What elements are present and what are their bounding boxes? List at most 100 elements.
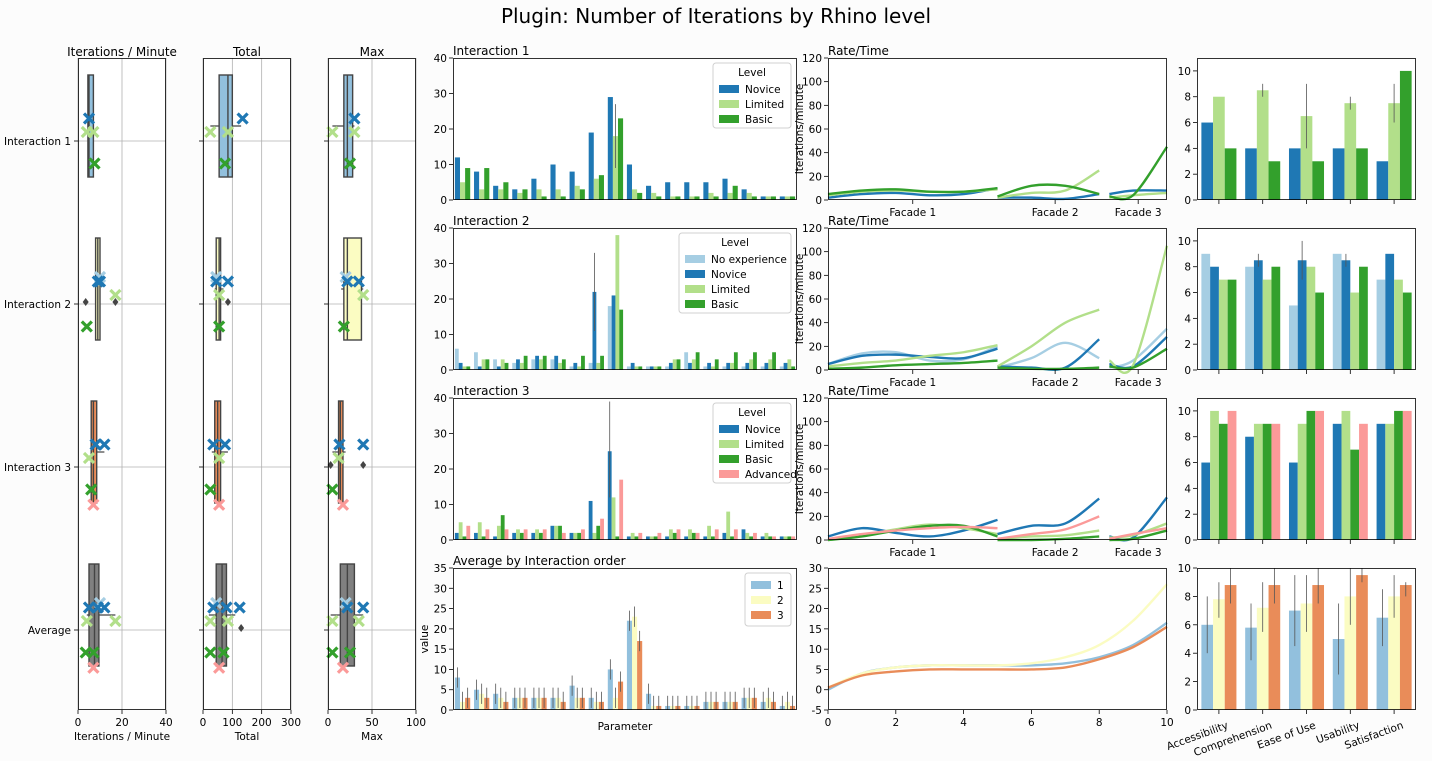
box-panel-frame: [328, 58, 416, 710]
data-point-x: [213, 498, 226, 511]
bar: [1332, 253, 1342, 370]
bar: [630, 362, 635, 370]
series-line: [1109, 347, 1168, 370]
data-point-x: [332, 451, 345, 465]
series-line: [1109, 526, 1168, 540]
bar: [722, 178, 728, 200]
y-tick-label: 2: [1184, 509, 1191, 521]
data-point-x: [109, 288, 122, 302]
legend-swatch: [719, 440, 739, 448]
bar: [707, 525, 711, 540]
y-tick-label: 20: [809, 341, 822, 353]
bar: [1376, 617, 1389, 710]
bar: [496, 525, 501, 540]
bar: [561, 532, 566, 540]
bar: [1402, 292, 1412, 370]
bar: [760, 536, 765, 540]
legend-swatch: [719, 85, 739, 93]
y-tick-label: 30: [434, 583, 447, 595]
bar: [707, 362, 711, 370]
y-tick-label: 25: [809, 583, 822, 595]
bar: [541, 196, 547, 200]
line-panel-bg: [828, 398, 1167, 540]
bar: [691, 532, 696, 540]
y-axis-label: Iterations/minute: [794, 84, 806, 175]
data-point-x: [357, 438, 370, 451]
data-point-x: [343, 157, 357, 170]
bar: [465, 168, 471, 200]
legend-label: No experience: [711, 254, 787, 266]
x-tick-label: Facade 1: [889, 377, 936, 389]
data-point-x: [352, 614, 365, 628]
x-tick-label: Facade 2: [1032, 377, 1079, 389]
bar-panel-bg: [453, 568, 797, 710]
bar: [474, 171, 480, 200]
x-tick-label: Facade 1: [889, 207, 936, 219]
bar: [745, 532, 750, 540]
bar: [1312, 161, 1325, 200]
panel-title: Rate/Time: [828, 44, 889, 58]
panel-title: Interaction 1: [453, 44, 530, 58]
data-point-x: [204, 483, 217, 496]
y-tick-label: 20: [434, 124, 447, 136]
bar: [615, 536, 620, 540]
bar: [477, 522, 482, 540]
bar: [741, 366, 746, 370]
y-tick-label: 40: [434, 393, 447, 405]
bar: [1394, 279, 1403, 370]
bar: [632, 616, 638, 710]
bar: [772, 352, 776, 370]
bar: [749, 536, 754, 540]
series-line: [827, 625, 1168, 689]
y-tick-label: 8: [1184, 432, 1191, 444]
bar: [611, 497, 616, 540]
legend-label: Advanced: [745, 469, 797, 481]
legend-swatch: [719, 455, 739, 463]
bar: [689, 196, 695, 200]
legend-label: Novice: [711, 269, 747, 281]
x-axis-label: Total: [234, 731, 260, 743]
bar: [481, 536, 486, 540]
bar: [1399, 585, 1412, 710]
data-point-x: [343, 646, 357, 659]
data-point-x: [89, 438, 102, 451]
bar: [626, 366, 631, 370]
bar: [474, 689, 480, 710]
bar: [787, 359, 792, 370]
legend-box: [678, 232, 792, 314]
y-tick-label: 20: [809, 171, 822, 183]
bar: [1268, 585, 1281, 710]
data-point-x: [357, 288, 370, 302]
bar: [733, 352, 738, 370]
bar: [596, 525, 601, 540]
y-tick-label: Interaction 1: [4, 136, 71, 148]
legend-label: Limited: [745, 99, 784, 111]
bar: [531, 359, 536, 370]
bar: [732, 185, 738, 200]
bar: [630, 532, 635, 540]
bar: [653, 366, 658, 370]
box: [343, 74, 354, 178]
x-tick-label: 100: [222, 717, 242, 729]
bar: [751, 196, 757, 200]
series-line: [997, 169, 1100, 199]
y-tick-label: 6: [1184, 620, 1191, 632]
bar: [632, 189, 638, 200]
x-tick-label: 0: [825, 717, 832, 729]
legend-swatch: [685, 285, 705, 293]
bar: [581, 355, 585, 370]
bar: [1344, 103, 1357, 200]
data-point-x: [87, 661, 100, 674]
outlier-marker: [112, 298, 119, 306]
bar: [626, 164, 633, 200]
bar: [722, 366, 727, 370]
bar: [581, 529, 585, 540]
y-tick-label: 20: [809, 604, 822, 616]
bar: [753, 352, 757, 370]
bar: [688, 362, 692, 370]
y-tick-label: 6: [1184, 118, 1191, 130]
bar: [1376, 279, 1386, 370]
data-point-x: [85, 483, 98, 496]
bar: [477, 366, 482, 370]
data-point-x: [341, 601, 354, 614]
